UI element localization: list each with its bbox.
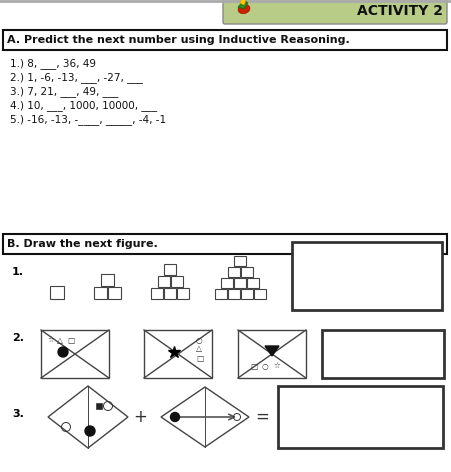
Text: □: □: [67, 336, 74, 345]
Text: 3.: 3.: [12, 409, 24, 419]
Circle shape: [170, 413, 179, 421]
Polygon shape: [240, 0, 246, 5]
Text: ACTIVITY 2: ACTIVITY 2: [357, 4, 443, 18]
Bar: [107, 287, 120, 299]
Text: 3.) 7, 21, ___, 49, ___: 3.) 7, 21, ___, 49, ___: [10, 86, 118, 97]
Polygon shape: [161, 387, 249, 447]
Bar: [234, 278, 246, 288]
Bar: [278, 386, 443, 448]
Bar: [96, 403, 102, 409]
Bar: [50, 286, 64, 299]
Bar: [144, 330, 212, 378]
Bar: [253, 289, 266, 299]
Text: 4.) 10, ___, 1000, 10000, ___: 4.) 10, ___, 1000, 10000, ___: [10, 101, 157, 111]
Bar: [93, 287, 106, 299]
Text: 2.) 1, -6, -13, ___, -27, ___: 2.) 1, -6, -13, ___, -27, ___: [10, 73, 143, 84]
Text: ○: ○: [262, 362, 269, 371]
Text: +: +: [133, 408, 147, 426]
Text: 5.) -16, -13, -____, _____, -4, -1: 5.) -16, -13, -____, _____, -4, -1: [10, 115, 166, 126]
Bar: [3, 234, 447, 254]
Bar: [177, 288, 189, 299]
Bar: [238, 330, 306, 378]
Text: ☆: ☆: [47, 336, 54, 345]
Bar: [240, 267, 253, 277]
Bar: [151, 288, 163, 299]
Text: 1.) 8, ___, 36, 49: 1.) 8, ___, 36, 49: [10, 59, 96, 69]
Text: △: △: [57, 336, 63, 345]
Ellipse shape: [238, 4, 250, 14]
Bar: [221, 278, 233, 288]
Bar: [157, 276, 170, 287]
Text: A. Predict the next number using Inductive Reasoning.: A. Predict the next number using Inducti…: [7, 35, 350, 45]
Polygon shape: [265, 346, 279, 356]
Bar: [164, 288, 176, 299]
Circle shape: [58, 347, 68, 357]
Text: 1.: 1.: [12, 267, 24, 277]
Bar: [247, 278, 259, 288]
Circle shape: [85, 426, 95, 436]
Bar: [164, 264, 176, 275]
Bar: [227, 289, 239, 299]
Text: △: △: [196, 345, 202, 354]
Text: □: □: [250, 362, 257, 371]
Bar: [41, 330, 109, 378]
Bar: [234, 256, 246, 266]
Text: ☆: ☆: [274, 362, 281, 371]
Polygon shape: [238, 0, 248, 9]
Bar: [170, 276, 183, 287]
Bar: [101, 274, 114, 286]
Bar: [227, 267, 239, 277]
Bar: [215, 289, 226, 299]
Bar: [322, 330, 444, 378]
Bar: [240, 289, 253, 299]
Text: =: =: [255, 408, 269, 426]
Text: □: □: [196, 354, 203, 363]
Text: B. Draw the next figure.: B. Draw the next figure.: [7, 239, 158, 249]
Bar: [3, 30, 447, 50]
Bar: [292, 242, 442, 310]
Text: ○: ○: [196, 336, 202, 345]
Polygon shape: [48, 386, 128, 448]
Text: 2.: 2.: [12, 333, 24, 343]
FancyBboxPatch shape: [223, 0, 447, 24]
